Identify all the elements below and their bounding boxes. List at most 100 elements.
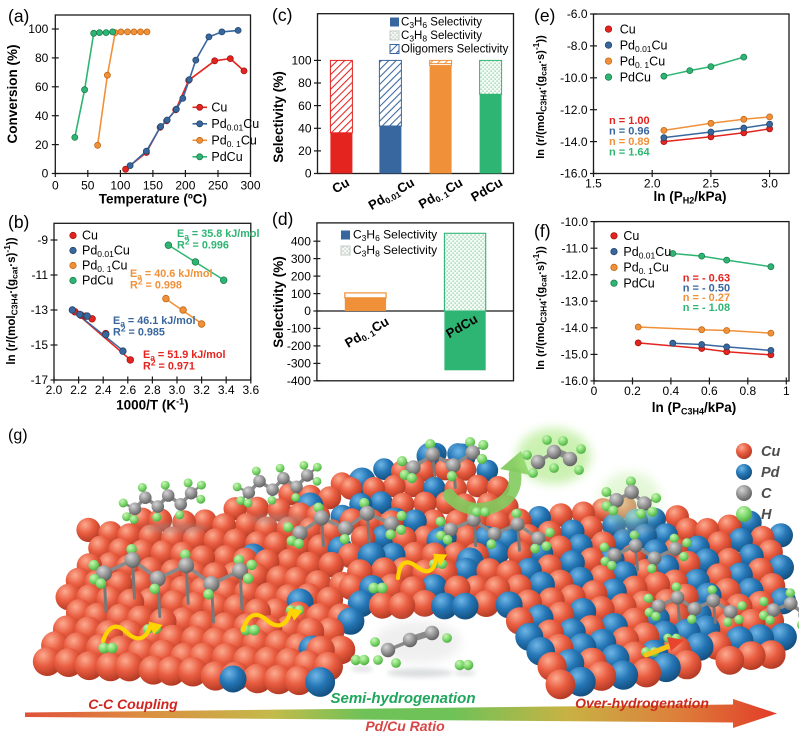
svg-text:Cu: Cu: [761, 444, 780, 460]
svg-text:3.6: 3.6: [242, 383, 259, 397]
svg-text:C-C Coupling: C-C Coupling: [88, 696, 178, 712]
svg-text:0: 0: [304, 304, 311, 318]
svg-text:Cu: Cu: [623, 229, 639, 243]
svg-text:Pd0.01​Cu: Pd0.01​Cu: [623, 245, 671, 260]
svg-text:-15: -15: [31, 338, 49, 352]
svg-text:Pd: Pd: [761, 465, 781, 481]
svg-text:-300: -300: [287, 357, 311, 371]
svg-text:100: 100: [291, 54, 311, 68]
svg-text:2.2: 2.2: [70, 383, 87, 397]
svg-text:0: 0: [42, 167, 49, 181]
svg-text:Pd0.01​Cu: Pd0.01​Cu: [82, 244, 130, 260]
svg-text:1000/T (K-1​): 1000/T (K-1​): [116, 397, 189, 413]
svg-text:-200: -200: [287, 339, 311, 353]
svg-text:-17: -17: [31, 373, 49, 387]
svg-text:0: 0: [591, 384, 598, 398]
svg-text:50: 50: [81, 179, 95, 193]
svg-text:n = 0.89: n = 0.89: [609, 136, 650, 148]
svg-text:PdCu: PdCu: [623, 276, 654, 290]
svg-text:-400: -400: [287, 374, 311, 388]
svg-text:-12.0: -12.0: [560, 103, 588, 117]
svg-text:n = - 0.50: n = - 0.50: [683, 282, 730, 294]
svg-text:(a): (a): [8, 6, 29, 26]
svg-text:H: H: [761, 507, 772, 523]
svg-text:Temperature (ºC): Temperature (ºC): [99, 192, 207, 207]
svg-text:Semi-hydrogenation: Semi-hydrogenation: [330, 690, 475, 707]
svg-text:R2​ = 0.998: R2​ = 0.998: [130, 277, 182, 292]
svg-text:Cu: Cu: [82, 229, 98, 243]
svg-text:C3​H6​ Selectivity: C3​H6​ Selectivity: [353, 228, 437, 244]
svg-text:-10.0: -10.0: [561, 215, 589, 229]
svg-text:-15.0: -15.0: [561, 348, 589, 362]
svg-text:-12.0: -12.0: [561, 268, 589, 282]
svg-text:-8.0: -8.0: [567, 39, 588, 53]
svg-text:ln (PH2​/kPa): ln (PH2​/kPa): [653, 189, 726, 206]
svg-text:n = - 0.63: n = - 0.63: [683, 273, 730, 285]
svg-text:250: 250: [208, 179, 228, 193]
svg-text:Cu: Cu: [620, 22, 636, 36]
svg-text:40: 40: [298, 122, 312, 136]
svg-text:0.4: 0.4: [663, 384, 680, 398]
svg-text:n = 1.00: n = 1.00: [609, 115, 650, 127]
svg-text:2.6: 2.6: [119, 383, 136, 397]
svg-text:3.0: 3.0: [761, 177, 778, 191]
svg-text:-6.0: -6.0: [567, 7, 588, 21]
svg-text:3.0: 3.0: [169, 383, 186, 397]
svg-text:(e): (e): [534, 6, 555, 26]
svg-text:Ea​ = 46.1 kJ/mol: Ea​ = 46.1 kJ/mol: [113, 315, 195, 329]
svg-text:0: 0: [305, 167, 312, 181]
svg-text:n = 1.64: n = 1.64: [609, 147, 651, 159]
svg-text:Pd0.01​Cu: Pd0.01​Cu: [620, 38, 668, 54]
svg-text:-100: -100: [287, 322, 311, 336]
svg-text:1: 1: [783, 384, 790, 398]
svg-text:300: 300: [291, 252, 311, 266]
svg-text:Pd/Cu Ratio: Pd/Cu Ratio: [365, 718, 445, 734]
svg-text:-14.0: -14.0: [560, 135, 588, 149]
svg-text:-14.0: -14.0: [561, 321, 589, 335]
svg-text:20: 20: [298, 144, 312, 158]
svg-text:C3​H8​ Selectivity: C3​H8​ Selectivity: [401, 30, 482, 44]
svg-text:60: 60: [35, 80, 49, 94]
svg-text:Pd0. 1​Cu: Pd0. 1​Cu: [82, 259, 128, 275]
svg-text:n = - 0.27: n = - 0.27: [683, 292, 730, 304]
svg-text:Conversion (%): Conversion (%): [5, 44, 20, 143]
svg-text:200: 200: [175, 179, 195, 193]
svg-text:300: 300: [240, 179, 260, 193]
svg-text:n = 0.96: n = 0.96: [609, 126, 650, 138]
svg-text:PdCu: PdCu: [82, 274, 113, 288]
svg-text:Oligomers Selectivity: Oligomers Selectivity: [401, 44, 509, 56]
svg-text:(c): (c): [272, 5, 292, 25]
svg-text:n = - 1.08: n = - 1.08: [683, 302, 730, 314]
svg-text:Cu: Cu: [211, 101, 227, 115]
svg-text:200: 200: [291, 269, 311, 283]
svg-text:0.8: 0.8: [739, 384, 756, 398]
svg-text:100: 100: [28, 22, 48, 36]
svg-text:-16.0: -16.0: [561, 374, 589, 388]
svg-text:Ea​ = 40.6 kJ/mol: Ea​ = 40.6 kJ/mol: [130, 268, 212, 282]
svg-text:PdCu: PdCu: [620, 70, 651, 84]
svg-text:-11.0: -11.0: [562, 241, 589, 255]
svg-text:-16.0: -16.0: [560, 167, 588, 181]
svg-text:Pd0. 1​Cu: Pd0. 1​Cu: [620, 54, 666, 70]
svg-text:60: 60: [298, 99, 312, 113]
svg-text:-11: -11: [32, 268, 49, 282]
svg-text:C3​H8​ Selectivity: C3​H8​ Selectivity: [353, 243, 437, 259]
svg-text:-9: -9: [37, 233, 48, 247]
svg-text:80: 80: [298, 76, 312, 90]
svg-text:100: 100: [291, 287, 311, 301]
svg-text:0.2: 0.2: [624, 384, 641, 398]
svg-text:(b): (b): [8, 212, 29, 232]
svg-text:C3​H6​ Selectivity: C3​H6​ Selectivity: [401, 17, 482, 31]
svg-text:Pd0. 1​Cu: Pd0. 1​Cu: [623, 261, 669, 277]
svg-text:3.2: 3.2: [193, 383, 210, 397]
svg-text:20: 20: [35, 138, 49, 152]
svg-text:(d): (d): [272, 209, 293, 229]
svg-text:2.0: 2.0: [46, 383, 63, 397]
svg-text:0: 0: [52, 179, 59, 193]
svg-text:3.4: 3.4: [218, 383, 235, 397]
svg-text:-13: -13: [31, 303, 49, 317]
svg-text:Selectivity (%): Selectivity (%): [271, 71, 286, 163]
svg-text:(f): (f): [534, 221, 551, 241]
svg-text:150: 150: [143, 179, 163, 193]
svg-text:Over-hydrogenation: Over-hydrogenation: [575, 695, 709, 711]
